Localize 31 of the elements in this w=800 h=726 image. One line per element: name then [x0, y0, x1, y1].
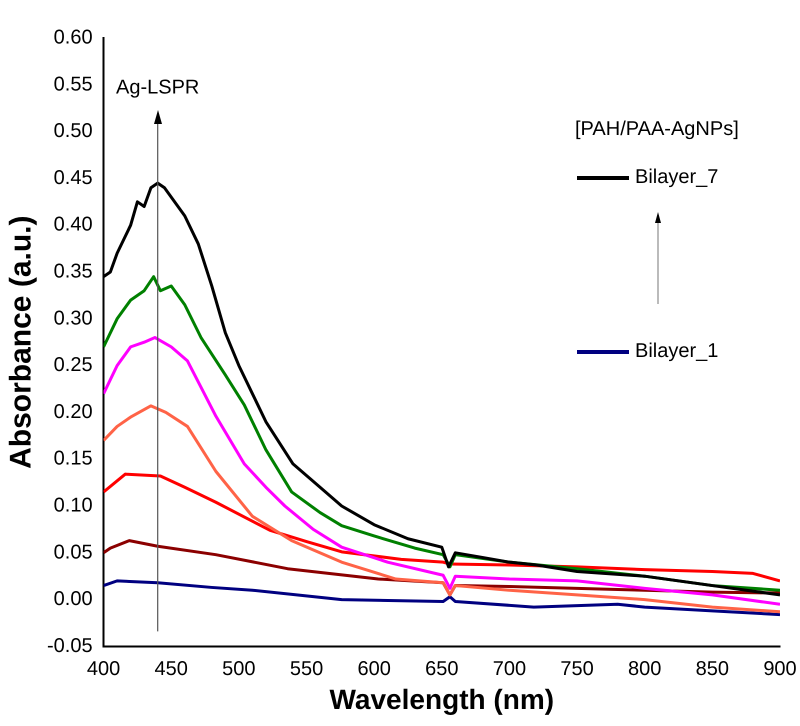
y-tick-label: 0.30 — [54, 307, 93, 330]
y-tick-label: 0.60 — [54, 26, 93, 49]
y-tick-label: 0.05 — [54, 541, 93, 564]
x-tick-label: 500 — [222, 658, 256, 680]
x-tick-label: 400 — [86, 658, 120, 680]
x-tick-label: 750 — [560, 658, 594, 680]
y-axis-title: Absorbance (a.u.) — [4, 216, 38, 469]
y-tick-label: 0.20 — [54, 400, 93, 423]
y-tick-label: 0.00 — [54, 588, 93, 610]
y-tick-label: 0.15 — [54, 448, 93, 470]
y-tick-label: 0.35 — [54, 260, 93, 283]
x-tick-label: 450 — [154, 658, 188, 680]
legend-label: Bilayer_1 — [635, 340, 718, 363]
y-tick-label: 0.55 — [54, 73, 93, 96]
x-tick-label: 800 — [628, 658, 662, 680]
x-tick-label: 550 — [290, 658, 324, 680]
y-tick-label: 0.40 — [54, 214, 93, 236]
x-tick-label: 700 — [492, 658, 526, 680]
y-tick-label: 0.45 — [54, 166, 93, 189]
y-tick-label: 0.50 — [54, 120, 93, 142]
ref-line-label: Ag-LSPR — [116, 76, 200, 99]
legend-label: Bilayer_7 — [635, 166, 718, 189]
x-tick-label: 600 — [357, 658, 391, 680]
legend-title: [PAH/PAA-AgNPs] — [575, 118, 739, 141]
y-tick-label: 0.10 — [54, 494, 93, 517]
y-tick-label: -0.05 — [46, 634, 93, 657]
x-tick-label: 650 — [425, 658, 458, 680]
x-axis-title: Wavelength (nm) — [330, 684, 554, 715]
x-tick-label: 900 — [763, 658, 797, 680]
x-tick-label: 850 — [696, 658, 730, 680]
y-tick-label: 0.25 — [54, 354, 93, 376]
